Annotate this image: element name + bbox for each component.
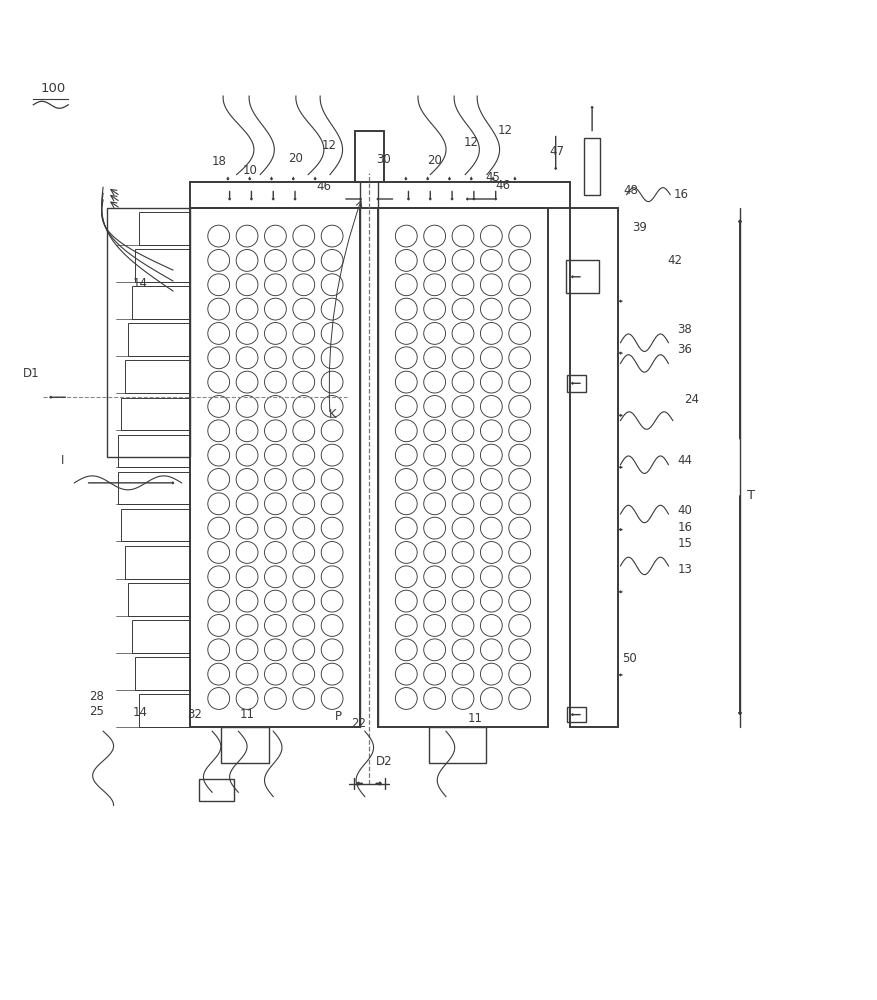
Text: I: I	[61, 454, 64, 467]
Text: D2: D2	[375, 755, 392, 768]
Text: 36: 36	[677, 343, 692, 356]
Bar	[567, 375, 586, 392]
Bar	[125, 360, 190, 393]
Text: 46: 46	[316, 180, 331, 193]
Text: 39: 39	[631, 221, 646, 234]
Text: 12: 12	[463, 136, 478, 149]
Text: D1: D1	[23, 367, 39, 380]
Text: 16: 16	[674, 188, 688, 201]
Bar	[107, 208, 190, 457]
Bar	[565, 260, 598, 293]
Text: 42: 42	[667, 254, 681, 267]
Text: 38: 38	[677, 323, 692, 336]
Text: 10: 10	[242, 164, 257, 177]
Text: 40: 40	[677, 504, 692, 517]
Text: 14: 14	[133, 706, 148, 719]
Bar	[128, 323, 190, 356]
Text: 11: 11	[467, 712, 482, 725]
Text: 20: 20	[427, 154, 442, 167]
Bar	[377, 208, 547, 727]
Text: 13: 13	[677, 563, 692, 576]
Text: 44: 44	[677, 454, 692, 467]
Text: 24: 24	[684, 393, 699, 406]
Bar	[135, 657, 190, 690]
Bar	[118, 435, 190, 467]
Text: 25: 25	[89, 705, 104, 718]
Text: P: P	[335, 710, 342, 723]
Text: 16: 16	[677, 521, 692, 534]
Text: T: T	[746, 489, 754, 502]
Bar	[139, 212, 190, 245]
Bar	[121, 509, 190, 541]
Bar	[121, 398, 190, 430]
Bar	[132, 620, 190, 653]
Bar	[429, 727, 485, 763]
Bar	[221, 727, 268, 763]
Text: K: K	[328, 408, 336, 421]
Text: 48: 48	[623, 184, 638, 197]
Bar	[128, 583, 190, 616]
Text: 100: 100	[40, 82, 66, 95]
Text: 50: 50	[621, 652, 636, 665]
Bar	[135, 249, 190, 282]
Bar	[569, 208, 617, 727]
Text: 46: 46	[495, 179, 510, 192]
Text: 20: 20	[289, 152, 303, 165]
Bar	[125, 546, 190, 579]
Bar	[583, 138, 599, 195]
Text: 12: 12	[321, 139, 336, 152]
Bar	[132, 286, 190, 319]
Text: 30: 30	[376, 153, 391, 166]
Bar	[354, 131, 383, 182]
Text: 15: 15	[677, 537, 692, 550]
Text: 45: 45	[485, 171, 500, 184]
Text: 14: 14	[133, 277, 148, 290]
Bar	[190, 208, 360, 727]
Bar	[190, 182, 569, 208]
Bar	[118, 472, 190, 504]
Text: 28: 28	[89, 690, 104, 703]
Text: 18: 18	[211, 155, 226, 168]
Bar	[139, 694, 190, 727]
Bar	[567, 707, 586, 722]
Bar	[199, 779, 233, 801]
Text: 47: 47	[549, 145, 564, 158]
Text: 11: 11	[239, 708, 254, 721]
Text: 22: 22	[351, 717, 366, 730]
Text: 32: 32	[187, 708, 202, 721]
Text: 12: 12	[497, 124, 512, 137]
